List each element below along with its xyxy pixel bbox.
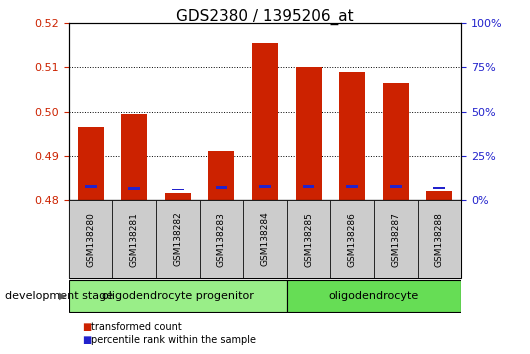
Bar bbox=[296, 67, 322, 200]
Bar bbox=[303, 185, 314, 188]
Bar bbox=[346, 185, 358, 188]
Bar bbox=[287, 280, 461, 312]
Bar bbox=[172, 188, 184, 190]
Bar bbox=[243, 200, 287, 278]
Bar bbox=[434, 187, 445, 189]
Bar bbox=[259, 185, 271, 188]
Bar bbox=[374, 200, 418, 278]
Text: oligodendrocyte progenitor: oligodendrocyte progenitor bbox=[102, 291, 254, 301]
Text: GSM138284: GSM138284 bbox=[261, 212, 269, 267]
Text: GSM138285: GSM138285 bbox=[304, 212, 313, 267]
Bar bbox=[339, 72, 365, 200]
Text: ▶: ▶ bbox=[59, 291, 66, 301]
Bar bbox=[156, 200, 200, 278]
Text: oligodendrocyte: oligodendrocyte bbox=[329, 291, 419, 301]
Bar bbox=[200, 200, 243, 278]
Text: transformed count: transformed count bbox=[91, 322, 182, 332]
Text: GSM138280: GSM138280 bbox=[86, 212, 95, 267]
Text: percentile rank within the sample: percentile rank within the sample bbox=[91, 335, 256, 345]
Bar bbox=[121, 114, 147, 200]
Bar bbox=[426, 191, 453, 200]
Bar bbox=[69, 200, 112, 278]
Text: GSM138282: GSM138282 bbox=[173, 212, 182, 267]
Bar bbox=[85, 185, 96, 188]
Text: ■: ■ bbox=[82, 335, 91, 345]
Text: development stage: development stage bbox=[5, 291, 113, 301]
Text: GSM138287: GSM138287 bbox=[391, 212, 400, 267]
Bar bbox=[69, 280, 287, 312]
Bar bbox=[383, 83, 409, 200]
Text: GSM138286: GSM138286 bbox=[348, 212, 357, 267]
Text: GSM138283: GSM138283 bbox=[217, 212, 226, 267]
Bar bbox=[128, 187, 140, 190]
Text: GSM138281: GSM138281 bbox=[130, 212, 139, 267]
Bar bbox=[77, 127, 104, 200]
Text: ■: ■ bbox=[82, 322, 91, 332]
Bar bbox=[252, 43, 278, 200]
Bar bbox=[112, 200, 156, 278]
Bar bbox=[330, 200, 374, 278]
Text: GDS2380 / 1395206_at: GDS2380 / 1395206_at bbox=[176, 9, 354, 25]
Bar bbox=[287, 200, 330, 278]
Bar bbox=[208, 152, 234, 200]
Bar bbox=[216, 186, 227, 188]
Bar bbox=[165, 193, 191, 200]
Bar bbox=[390, 185, 402, 188]
Text: GSM138288: GSM138288 bbox=[435, 212, 444, 267]
Bar bbox=[418, 200, 461, 278]
